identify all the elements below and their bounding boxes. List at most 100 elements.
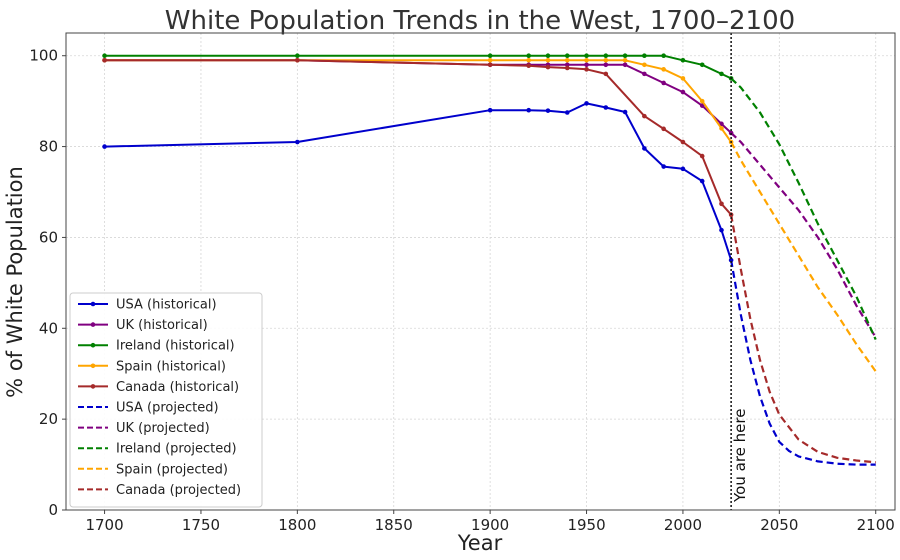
- y-tick-label: 100: [29, 47, 58, 65]
- data-point-spain-historical: [526, 57, 531, 63]
- x-axis-label: Year: [457, 531, 503, 555]
- data-point-canada-historical: [642, 113, 647, 119]
- data-point-spain-historical: [603, 57, 609, 63]
- x-tick-label: 2000: [664, 516, 702, 534]
- data-point-spain-historical: [661, 67, 666, 72]
- data-point-uk-historical: [699, 103, 705, 108]
- data-point-spain-historical: [622, 57, 628, 63]
- data-point-spain-historical: [584, 57, 589, 63]
- data-point-ireland-historical: [545, 53, 551, 59]
- x-tick-label: 1700: [85, 516, 123, 534]
- y-tick-label: 0: [48, 501, 58, 519]
- data-point-canada-historical: [661, 126, 666, 132]
- data-point-canada-historical: [699, 153, 705, 159]
- x-tick-label: 2100: [857, 516, 895, 534]
- data-point-canada-historical: [526, 63, 531, 69]
- series-line-usa-projected: [730, 259, 876, 466]
- data-point-uk-historical: [661, 80, 666, 86]
- data-point-ireland-historical: [295, 53, 300, 59]
- data-point-usa-historical: [719, 227, 724, 233]
- data-point-uk-historical: [642, 71, 647, 77]
- legend-marker: [90, 301, 96, 307]
- data-point-usa-historical: [545, 108, 551, 113]
- data-point-canada-historical: [603, 71, 609, 77]
- data-point-usa-historical: [680, 166, 686, 172]
- data-point-usa-historical: [584, 101, 589, 106]
- data-point-usa-historical: [102, 144, 107, 149]
- legend-label: USA (historical): [116, 298, 217, 313]
- series-line-ireland-projected: [730, 77, 877, 341]
- data-point-uk-historical: [584, 62, 589, 68]
- data-point-canada-historical: [295, 57, 300, 63]
- series-line-usa-historical: [104, 102, 733, 261]
- legend-label: Ireland (historical): [116, 339, 235, 354]
- x-tick-label: 1950: [567, 516, 605, 534]
- legend-marker: [90, 363, 96, 369]
- series-line-canada-historical: [104, 59, 732, 216]
- data-point-uk-historical: [622, 62, 628, 68]
- data-point-canada-historical: [719, 201, 724, 207]
- data-point-uk-historical: [719, 121, 724, 127]
- legend-label: Spain (historical): [116, 359, 226, 374]
- legend-label: UK (projected): [116, 421, 210, 436]
- data-point-ireland-historical: [102, 53, 107, 59]
- data-point-usa-historical: [642, 146, 647, 151]
- series-line-uk-projected: [730, 132, 877, 338]
- x-tick-label: 1850: [375, 516, 413, 534]
- series-line-ireland-historical: [104, 54, 732, 80]
- legend-label: UK (historical): [116, 318, 208, 333]
- x-tick-label: 1800: [278, 516, 316, 534]
- data-point-usa-historical: [526, 107, 531, 113]
- data-point-spain-historical: [545, 57, 551, 63]
- data-point-usa-historical: [699, 178, 705, 184]
- data-point-spain-historical: [487, 57, 493, 63]
- data-point-ireland-historical: [680, 57, 686, 63]
- x-tick-label: 1750: [182, 516, 220, 534]
- data-point-ireland-historical: [487, 53, 493, 59]
- legend: USA (historical) UK (historical) Ireland (…: [69, 292, 263, 508]
- data-point-ireland-historical: [661, 53, 666, 59]
- data-point-canada-historical: [102, 57, 107, 63]
- y-axis-label: % of White Population: [3, 166, 27, 398]
- data-point-usa-historical: [603, 105, 609, 110]
- data-point-spain-historical: [680, 76, 686, 81]
- legend-marker: [90, 342, 96, 348]
- y-tick-label: 80: [39, 138, 58, 156]
- data-point-usa-historical: [564, 110, 570, 115]
- legend-label: Canada (historical): [116, 380, 239, 395]
- data-point-ireland-historical: [564, 53, 570, 59]
- data-point-usa-historical: [622, 109, 628, 115]
- series-layer: [102, 53, 877, 466]
- axis-ticks: 1700 1750 1800 1850 1900 1950 2000 2050 2100 0 20 4…: [29, 47, 894, 534]
- y-tick-label: 60: [39, 228, 58, 246]
- data-point-uk-historical: [603, 62, 609, 68]
- data-point-spain-historical: [642, 62, 647, 68]
- data-point-ireland-historical: [699, 62, 705, 68]
- data-point-ireland-historical: [719, 71, 724, 77]
- data-point-ireland-historical: [584, 53, 589, 59]
- annotation-layer: You are here: [730, 33, 749, 510]
- data-point-spain-historical: [699, 98, 705, 104]
- x-tick-label: 2050: [760, 516, 798, 534]
- data-point-ireland-historical: [622, 53, 628, 59]
- data-point-canada-historical: [584, 67, 589, 72]
- data-point-uk-historical: [680, 89, 686, 95]
- series-line-spain-historical: [104, 59, 732, 143]
- data-point-spain-historical: [719, 126, 724, 131]
- legend-label: Canada (projected): [116, 483, 241, 498]
- y-tick-label: 20: [39, 410, 58, 428]
- plot-frame: [65, 32, 896, 511]
- x-tick-label: 1900: [471, 516, 509, 534]
- data-point-spain-historical: [564, 57, 570, 63]
- legend-marker: [90, 322, 96, 327]
- legend-label: Spain (projected): [116, 462, 228, 477]
- legend-label: Ireland (projected): [116, 442, 237, 457]
- data-point-usa-historical: [487, 107, 493, 113]
- data-point-canada-historical: [545, 64, 551, 70]
- data-point-canada-historical: [680, 139, 686, 145]
- legend-label: USA (projected): [116, 401, 219, 416]
- data-point-uk-historical: [728, 130, 734, 136]
- data-point-canada-historical: [564, 65, 570, 71]
- data-point-usa-historical: [661, 164, 666, 169]
